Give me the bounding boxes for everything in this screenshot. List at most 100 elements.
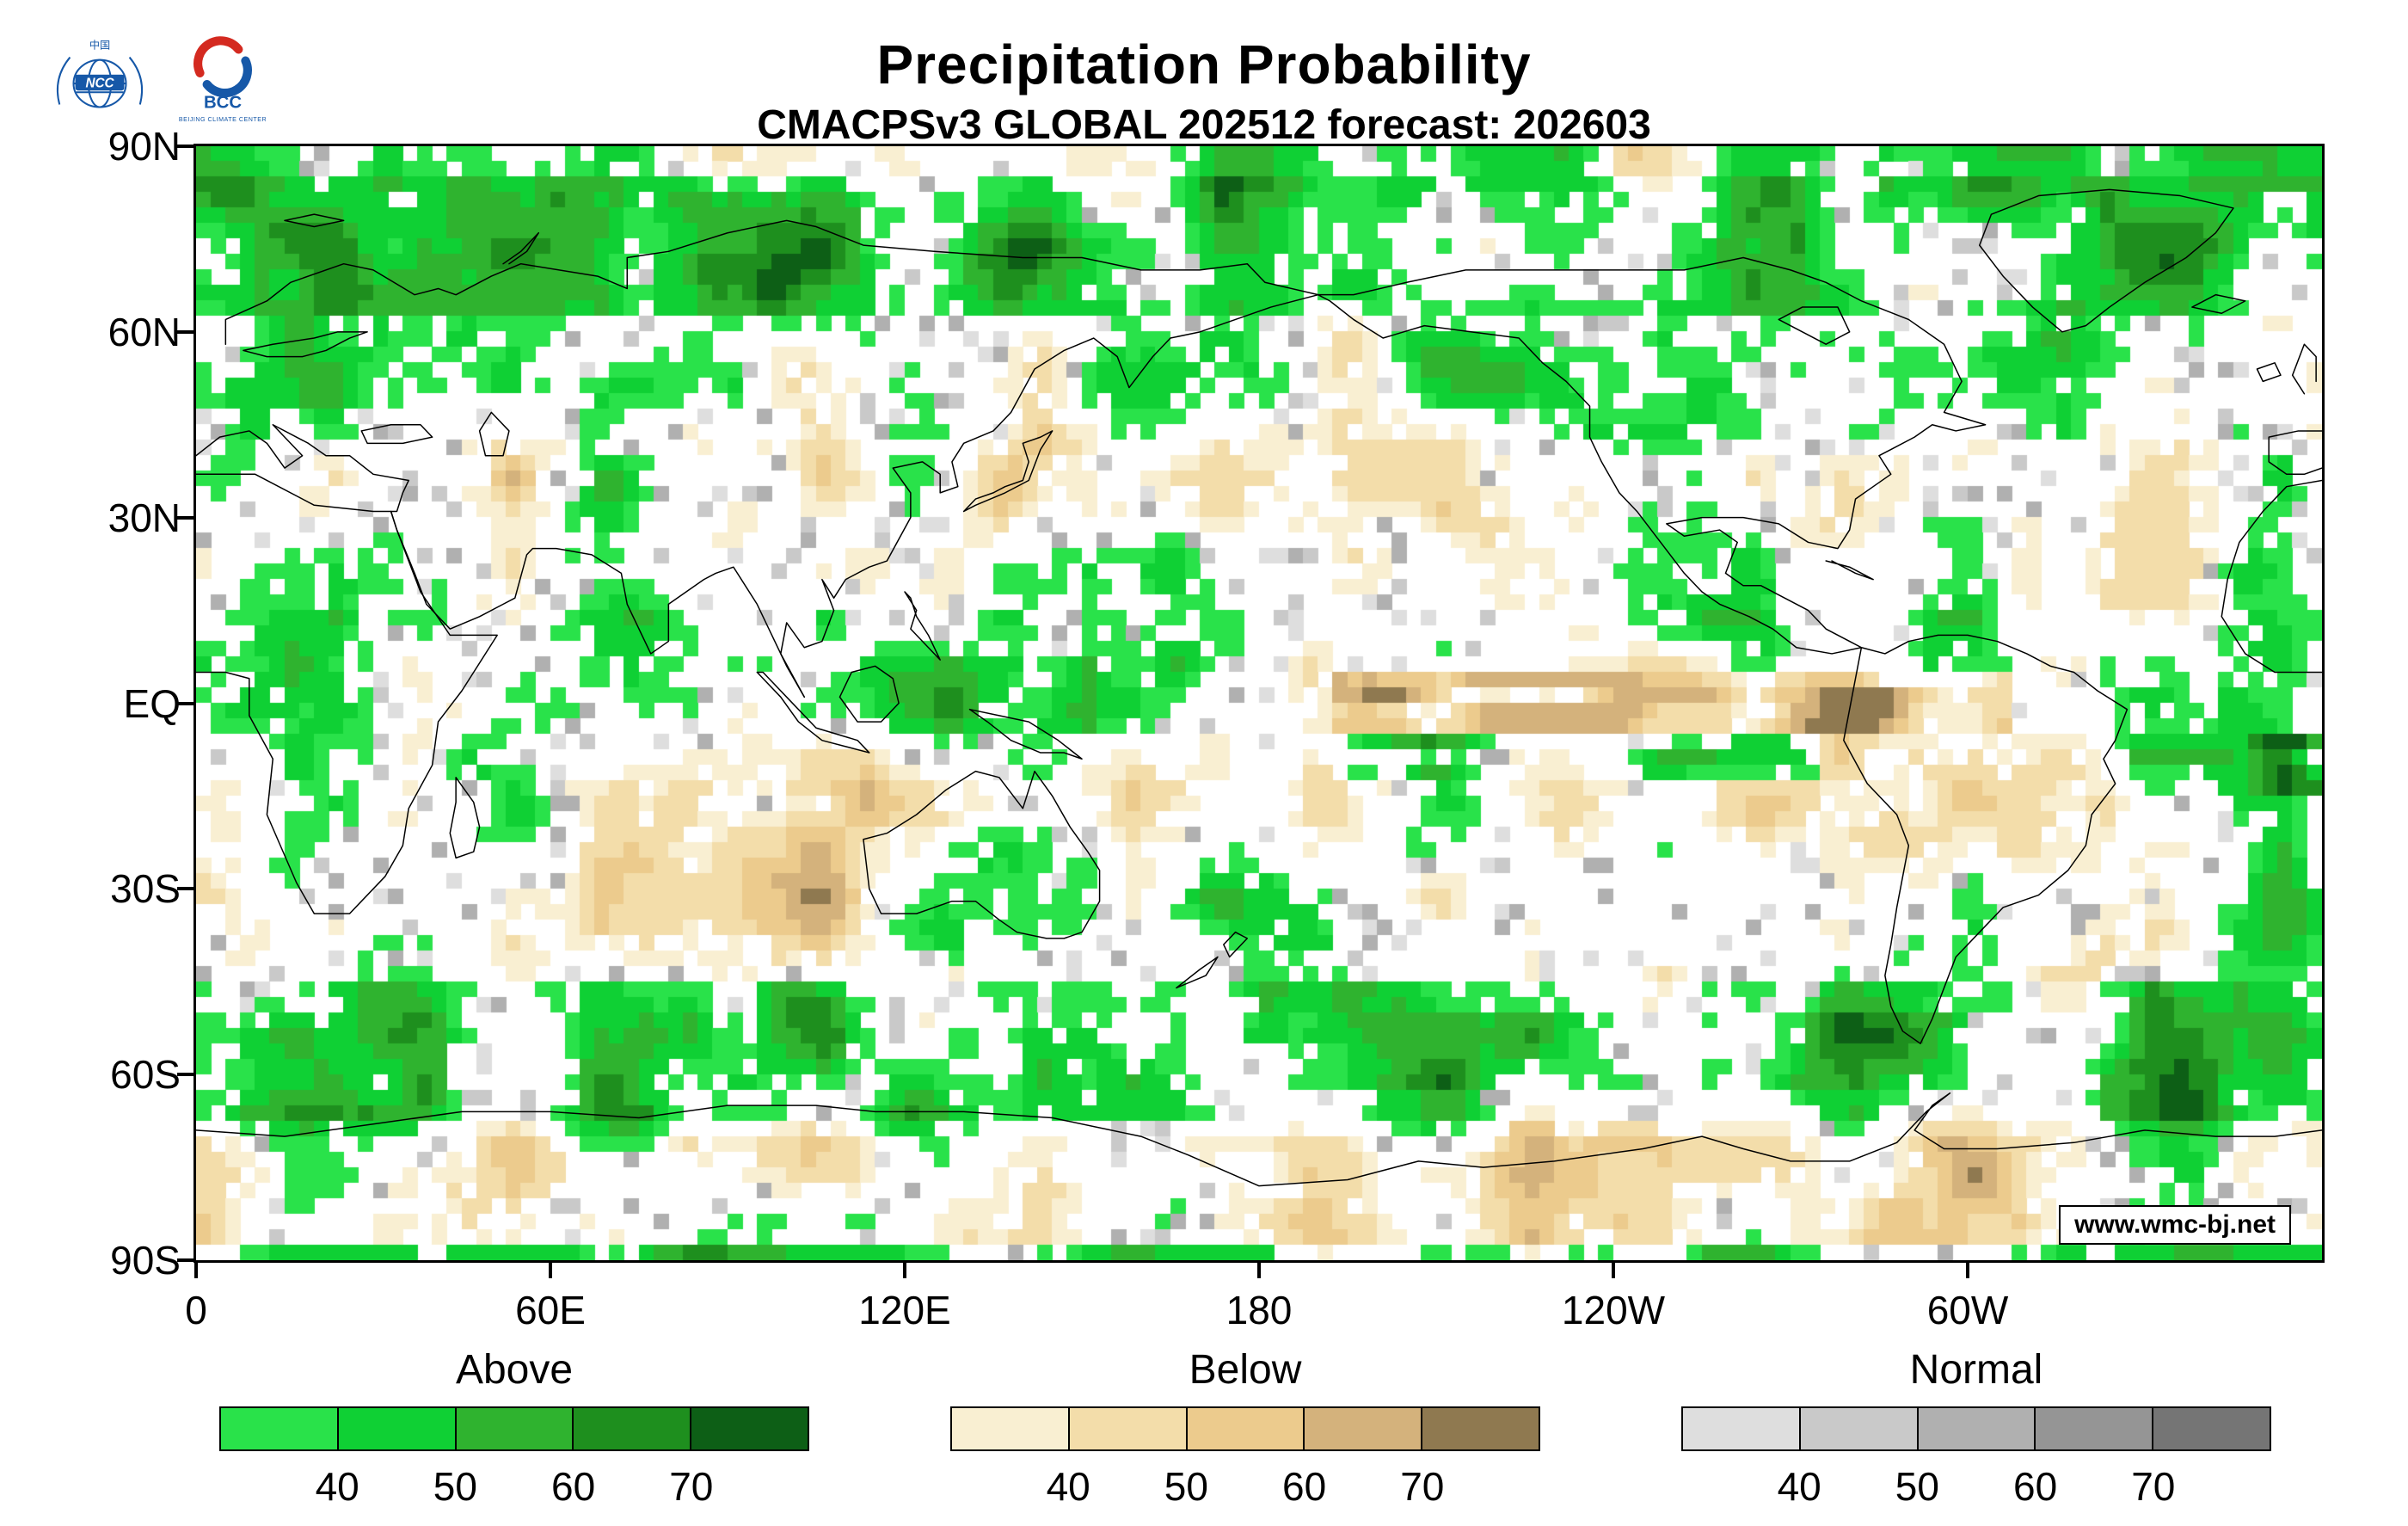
coastline-path — [1318, 295, 1862, 654]
ncc-banner — [75, 74, 125, 91]
y-axis-label: 90N — [108, 124, 181, 169]
coastline-path — [863, 772, 1100, 938]
ncc-logo-top-text: 中国 — [89, 38, 110, 51]
y-axis-label: 30N — [108, 495, 181, 540]
coastline-path — [970, 710, 1082, 760]
coastline-path — [1176, 957, 1218, 988]
coastline-path — [2257, 363, 2280, 382]
legend-color-segment — [338, 1408, 457, 1449]
legend-color-segment — [1187, 1408, 1305, 1449]
coastline-path — [285, 214, 344, 226]
coastline-path — [225, 220, 1318, 344]
x-axis-label: 60E — [515, 1288, 586, 1332]
x-axis-tick-mark — [903, 1263, 906, 1278]
coastline-path — [905, 592, 940, 660]
coastline-path — [1318, 258, 1986, 648]
coastline-path — [2293, 344, 2316, 394]
legend-color-segment — [574, 1408, 692, 1449]
ncc-logo-label: NCC — [85, 77, 114, 91]
coastline-path — [361, 425, 432, 444]
map-panel: www.wmc-bj.net — [194, 144, 2325, 1263]
legend-threshold-label: 70 — [2131, 1464, 2176, 1509]
legend-color-segment — [691, 1408, 808, 1449]
legend-threshold-label: 70 — [1400, 1464, 1445, 1509]
y-axis-label: 60S — [110, 1052, 181, 1098]
coastline-path — [391, 481, 805, 698]
ncc-logo-icon: NCC 中国 — [56, 38, 144, 108]
y-axis-label: 60N — [108, 309, 181, 354]
legend-colorbar — [950, 1406, 1540, 1451]
coastline-path — [480, 412, 509, 455]
legend-above: Above 40 50 60 70 — [219, 1346, 809, 1518]
logo-group: NCC 中国 BCC BEIJING CLIMATE CENTER — [47, 34, 271, 126]
legend-threshold-label: 60 — [2013, 1464, 2058, 1509]
bcc-swirl-red — [194, 36, 243, 77]
coastline-path — [1778, 307, 1849, 344]
y-axis-label: 90S — [110, 1238, 181, 1283]
legend-threshold-label: 70 — [669, 1464, 714, 1509]
x-axis-label: 60W — [1926, 1288, 2009, 1332]
y-axis-tick-mark — [177, 1073, 196, 1077]
x-axis-label: 180 — [1226, 1288, 1293, 1332]
bcc-swirl-blue — [202, 56, 252, 98]
bcc-logo-caption: BEIJING CLIMATE CENTER — [179, 116, 267, 123]
legend-threshold-label: 60 — [1282, 1464, 1327, 1509]
legend-color-segment — [952, 1408, 1070, 1449]
coastline-path — [2221, 481, 2322, 673]
legend-color-segment — [1800, 1408, 1919, 1449]
legend-threshold-label: 40 — [1046, 1464, 1090, 1509]
legend-title: Below — [1189, 1347, 1302, 1393]
x-axis-tick-mark — [194, 1263, 198, 1278]
legend-color-segment — [1305, 1408, 1423, 1449]
legend-color-segment — [2036, 1408, 2154, 1449]
coastline-path — [196, 474, 497, 914]
coastline-path — [2269, 431, 2322, 474]
y-axis-tick-mark — [177, 515, 196, 520]
chart-subtitle: CMACPSv3 GLOBAL 202512 forecast: 202603 — [757, 102, 1651, 148]
legend-color-segment — [1422, 1408, 1539, 1449]
coastline-path — [1980, 189, 2233, 331]
legend-colorbar — [1681, 1406, 2271, 1451]
coastline-path — [503, 233, 538, 264]
legend-threshold-label: 40 — [315, 1464, 359, 1509]
legend-colorbar — [219, 1406, 809, 1451]
x-axis-tick-mark — [1612, 1263, 1615, 1278]
coastline-path — [1224, 932, 1247, 957]
coastline-path — [2192, 295, 2245, 314]
coastline-path — [1826, 561, 1873, 580]
x-axis-tick-mark — [549, 1263, 552, 1278]
y-axis-label: EQ — [123, 680, 181, 726]
x-axis-label: 120W — [1561, 1288, 1666, 1332]
coastline-path — [1844, 635, 2128, 1043]
legend-threshold-label: 50 — [433, 1464, 477, 1509]
y-axis-tick-mark — [177, 329, 196, 334]
legend-color-segment — [221, 1408, 339, 1449]
x-axis-label: 0 — [185, 1288, 207, 1332]
bcc-logo-icon: BCC BEIJING CLIMATE CENTER — [179, 36, 267, 123]
coastline-path — [196, 1093, 2322, 1186]
coastline-path — [781, 295, 1318, 698]
legend-threshold-label: 40 — [1777, 1464, 1821, 1509]
probability-field-canvas — [196, 146, 2322, 1260]
chart-title: Precipitation Probability — [876, 34, 1532, 95]
legend-normal: Normal 40 50 60 70 — [1681, 1346, 2271, 1518]
y-axis-tick-mark — [177, 145, 196, 148]
coastline-path — [450, 778, 479, 858]
y-axis-tick-mark — [177, 887, 196, 891]
x-axis-label: 120E — [858, 1288, 951, 1332]
legend-title: Normal — [1909, 1347, 2043, 1393]
coastline-path — [196, 425, 408, 481]
x-axis-tick-mark — [1257, 1263, 1261, 1278]
coastline-path — [757, 673, 869, 754]
legend-color-segment — [456, 1408, 574, 1449]
y-axis-label: 30S — [110, 866, 181, 912]
watermark: www.wmc-bj.net — [2059, 1205, 2291, 1245]
legend-color-segment — [1683, 1408, 1801, 1449]
y-axis-tick-mark — [177, 1258, 196, 1262]
legend-color-segment — [1918, 1408, 2036, 1449]
coastline-path — [839, 666, 899, 722]
legend-threshold-label: 50 — [1164, 1464, 1208, 1509]
x-axis-tick-mark — [1966, 1263, 1969, 1278]
legend-title: Above — [455, 1347, 574, 1393]
